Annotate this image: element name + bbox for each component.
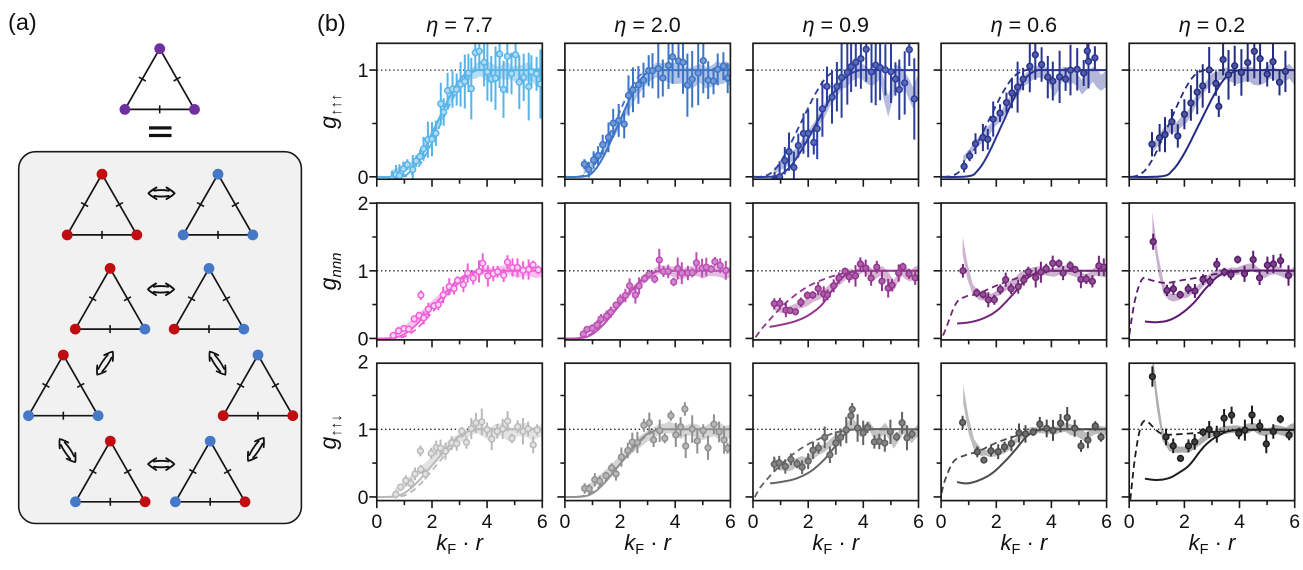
svg-text:2: 2 — [358, 193, 369, 215]
svg-text:0: 0 — [358, 328, 369, 350]
svg-text:2: 2 — [615, 511, 626, 533]
svg-text:0: 0 — [936, 511, 947, 533]
svg-text:kF · r: kF · r — [1189, 530, 1237, 558]
svg-text:6: 6 — [913, 511, 924, 533]
svg-text:1: 1 — [358, 261, 369, 283]
svg-text:4: 4 — [1234, 511, 1245, 533]
svg-text:η = 7.7: η = 7.7 — [426, 13, 492, 37]
svg-text:4: 4 — [1046, 511, 1057, 533]
svg-text:g↑↑↓: g↑↑↓ — [315, 414, 345, 449]
svg-text:2: 2 — [358, 352, 369, 374]
svg-text:0: 0 — [748, 511, 759, 533]
svg-text:η = 0.2: η = 0.2 — [1179, 13, 1245, 37]
svg-text:0: 0 — [358, 487, 369, 509]
svg-text:2: 2 — [1179, 511, 1190, 533]
svg-text:0: 0 — [1124, 511, 1135, 533]
svg-text:0: 0 — [358, 167, 369, 189]
svg-text:1: 1 — [358, 60, 369, 82]
svg-text:g↑↑↑: g↑↑↑ — [315, 94, 345, 129]
svg-text:(a): (a) — [8, 9, 37, 35]
svg-text:kF · r: kF · r — [436, 530, 484, 558]
svg-text:4: 4 — [670, 511, 681, 533]
svg-text:2: 2 — [803, 511, 814, 533]
svg-text:6: 6 — [1289, 511, 1300, 533]
svg-text:0: 0 — [559, 511, 570, 533]
svg-text:6: 6 — [725, 511, 736, 533]
svg-text:2: 2 — [991, 511, 1002, 533]
svg-text:6: 6 — [537, 511, 548, 533]
svg-text:η = 0.6: η = 0.6 — [991, 13, 1057, 37]
svg-text:6: 6 — [1101, 511, 1112, 533]
svg-text:kF · r: kF · r — [1001, 530, 1049, 558]
svg-text:4: 4 — [858, 511, 869, 533]
svg-text:gnnn: gnnn — [315, 252, 345, 290]
svg-text:2: 2 — [427, 511, 438, 533]
svg-text:1: 1 — [358, 419, 369, 441]
svg-text:kF · r: kF · r — [812, 530, 860, 558]
svg-text:kF · r: kF · r — [624, 530, 672, 558]
svg-text:4: 4 — [482, 511, 493, 533]
svg-text:η = 0.9: η = 0.9 — [803, 13, 869, 37]
svg-text:(b): (b) — [317, 10, 346, 36]
svg-text:η = 2.0: η = 2.0 — [614, 13, 680, 37]
svg-text:0: 0 — [371, 511, 382, 533]
